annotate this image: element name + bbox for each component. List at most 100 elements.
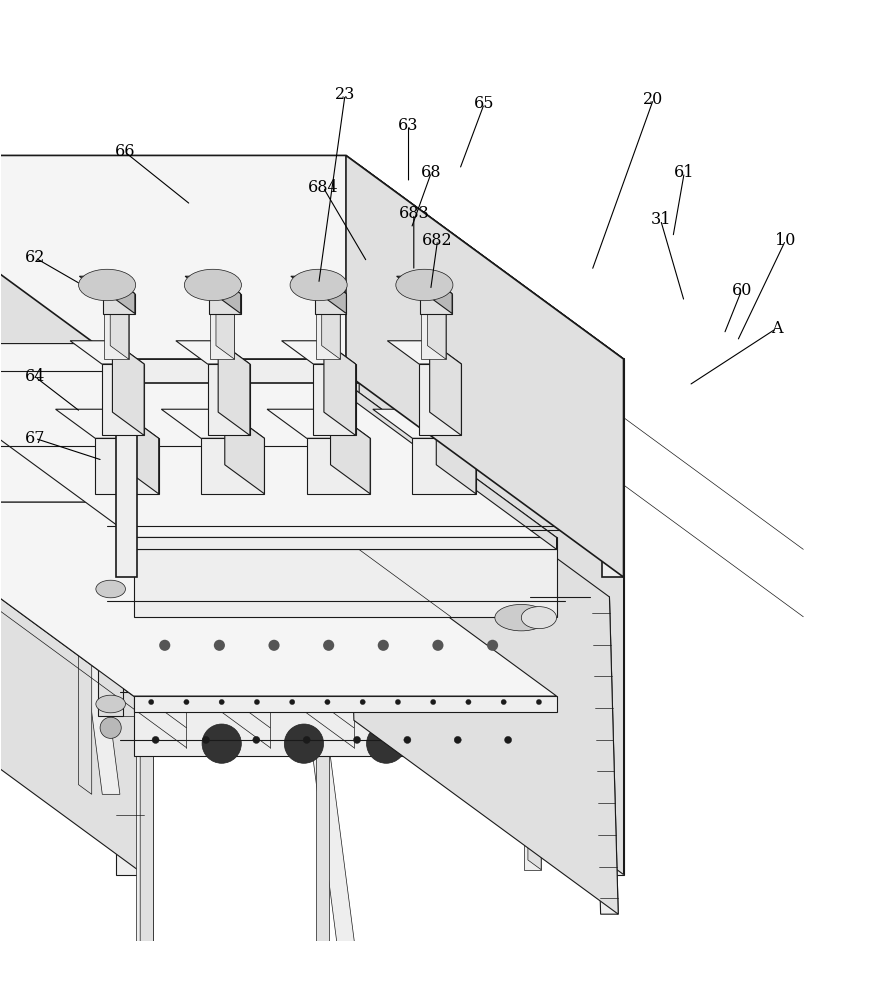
- Polygon shape: [201, 438, 264, 494]
- Polygon shape: [316, 741, 330, 969]
- Text: 61: 61: [674, 164, 695, 181]
- Polygon shape: [413, 438, 476, 494]
- Circle shape: [501, 699, 507, 705]
- Ellipse shape: [522, 607, 557, 629]
- Polygon shape: [282, 341, 355, 364]
- Circle shape: [139, 619, 213, 693]
- Polygon shape: [116, 359, 144, 875]
- Polygon shape: [312, 751, 358, 969]
- Polygon shape: [217, 276, 240, 314]
- Polygon shape: [79, 567, 92, 794]
- Polygon shape: [331, 409, 370, 494]
- Ellipse shape: [95, 580, 126, 598]
- Polygon shape: [210, 312, 234, 359]
- Polygon shape: [80, 276, 135, 294]
- Polygon shape: [387, 341, 461, 364]
- Polygon shape: [0, 502, 557, 696]
- Polygon shape: [136, 751, 154, 969]
- Circle shape: [467, 619, 541, 693]
- Circle shape: [159, 640, 171, 651]
- Polygon shape: [102, 364, 144, 435]
- Polygon shape: [293, 344, 557, 549]
- Circle shape: [412, 619, 486, 693]
- Text: 66: 66: [115, 143, 135, 160]
- Polygon shape: [602, 359, 623, 577]
- Circle shape: [404, 736, 411, 743]
- Circle shape: [505, 736, 512, 743]
- Ellipse shape: [495, 604, 548, 631]
- Circle shape: [253, 736, 260, 743]
- Ellipse shape: [185, 269, 241, 301]
- Polygon shape: [0, 344, 557, 537]
- Polygon shape: [141, 741, 154, 969]
- Polygon shape: [345, 165, 359, 681]
- Text: 31: 31: [651, 211, 671, 228]
- Polygon shape: [293, 502, 557, 756]
- Circle shape: [248, 619, 323, 693]
- Polygon shape: [133, 696, 557, 712]
- Polygon shape: [523, 751, 541, 870]
- Text: 60: 60: [731, 282, 751, 299]
- Text: 20: 20: [644, 91, 664, 108]
- Polygon shape: [430, 341, 461, 435]
- Polygon shape: [185, 276, 240, 294]
- Text: 63: 63: [399, 117, 419, 134]
- Polygon shape: [116, 359, 137, 577]
- Polygon shape: [225, 409, 264, 494]
- Polygon shape: [373, 409, 476, 438]
- Polygon shape: [103, 294, 135, 314]
- Polygon shape: [104, 312, 129, 359]
- Text: 10: 10: [775, 232, 796, 249]
- Polygon shape: [346, 155, 623, 577]
- Polygon shape: [397, 276, 452, 294]
- Text: 684: 684: [308, 179, 339, 196]
- Polygon shape: [95, 438, 159, 494]
- Circle shape: [214, 640, 225, 651]
- Polygon shape: [323, 276, 347, 314]
- Ellipse shape: [396, 269, 453, 301]
- Circle shape: [487, 640, 498, 651]
- Ellipse shape: [290, 269, 347, 301]
- Circle shape: [449, 724, 488, 763]
- Polygon shape: [0, 165, 144, 359]
- Circle shape: [360, 699, 365, 705]
- Polygon shape: [218, 341, 250, 435]
- Circle shape: [255, 699, 260, 705]
- Polygon shape: [290, 567, 303, 695]
- Polygon shape: [419, 364, 461, 435]
- Polygon shape: [98, 577, 123, 716]
- Circle shape: [303, 736, 310, 743]
- Circle shape: [367, 724, 406, 763]
- Polygon shape: [437, 409, 476, 494]
- Polygon shape: [267, 409, 370, 438]
- Polygon shape: [428, 298, 446, 359]
- Polygon shape: [112, 341, 144, 435]
- Circle shape: [395, 699, 400, 705]
- Polygon shape: [133, 617, 557, 696]
- Polygon shape: [70, 341, 144, 364]
- Polygon shape: [591, 597, 618, 914]
- Polygon shape: [422, 312, 446, 359]
- Polygon shape: [119, 409, 159, 494]
- Circle shape: [184, 699, 189, 705]
- Circle shape: [466, 699, 471, 705]
- Circle shape: [454, 736, 461, 743]
- Polygon shape: [345, 165, 623, 359]
- Polygon shape: [293, 423, 557, 696]
- Text: 67: 67: [25, 430, 45, 447]
- Polygon shape: [322, 298, 340, 359]
- Text: 683: 683: [399, 205, 429, 222]
- Circle shape: [432, 640, 444, 651]
- Circle shape: [202, 724, 241, 763]
- Polygon shape: [609, 359, 623, 875]
- Text: 62: 62: [25, 249, 45, 266]
- Polygon shape: [316, 312, 340, 359]
- Polygon shape: [345, 165, 623, 359]
- Circle shape: [324, 699, 330, 705]
- Ellipse shape: [95, 695, 126, 713]
- Polygon shape: [291, 276, 347, 294]
- Text: A: A: [771, 320, 782, 337]
- Polygon shape: [111, 276, 135, 314]
- Polygon shape: [0, 155, 623, 359]
- Polygon shape: [528, 741, 541, 870]
